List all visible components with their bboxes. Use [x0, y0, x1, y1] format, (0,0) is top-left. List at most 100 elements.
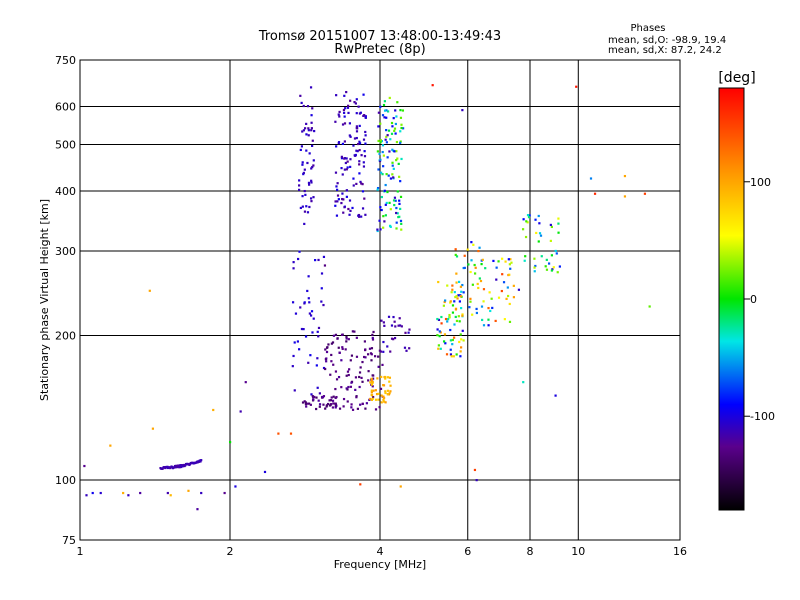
data-point: [306, 402, 309, 405]
data-point: [371, 336, 374, 340]
data-point: [322, 303, 325, 307]
data-point: [457, 294, 460, 297]
data-point: [438, 330, 441, 333]
data-point: [349, 385, 352, 388]
data-point: [310, 129, 313, 132]
data-point: [368, 347, 372, 350]
data-point: [471, 283, 474, 286]
data-point: [347, 373, 350, 377]
data-point: [451, 311, 455, 314]
data-point: [399, 109, 402, 112]
data-point: [377, 355, 380, 358]
data-point: [303, 301, 306, 304]
data-point: [305, 122, 308, 125]
data-point: [393, 150, 396, 153]
data-point: [298, 188, 301, 191]
data-point: [175, 464, 178, 467]
data-point: [306, 289, 309, 293]
data-point: [501, 273, 504, 276]
data-point: [345, 90, 348, 94]
data-point: [437, 347, 440, 350]
data-point: [480, 262, 483, 266]
data-point: [394, 109, 397, 112]
data-point: [391, 148, 394, 151]
data-point: [308, 402, 311, 405]
data-point: [338, 110, 341, 114]
data-point: [400, 126, 403, 130]
data-point: [461, 314, 464, 317]
data-point: [310, 127, 313, 130]
data-point: [341, 123, 345, 126]
data-point: [451, 343, 454, 346]
data-point: [407, 331, 410, 334]
data-point: [356, 407, 360, 410]
data-point: [341, 197, 344, 201]
data-point: [453, 291, 456, 294]
data-point: [360, 182, 363, 185]
data-point: [212, 408, 215, 412]
data-point: [307, 183, 311, 186]
data-point: [223, 491, 226, 495]
data-point: [399, 195, 403, 198]
data-point: [312, 398, 315, 401]
data-point: [381, 173, 384, 176]
data-point: [379, 122, 382, 125]
data-point: [304, 335, 308, 338]
data-point: [459, 355, 462, 358]
data-point: [316, 330, 319, 333]
y-tick-label: 100: [55, 474, 76, 487]
data-point: [443, 300, 446, 304]
data-point: [389, 225, 392, 228]
data-point: [487, 318, 490, 321]
data-point: [289, 432, 293, 435]
data-point: [229, 441, 232, 444]
data-point: [382, 103, 386, 107]
data-point: [344, 348, 347, 351]
data-point: [384, 183, 387, 187]
data-point: [557, 222, 560, 225]
data-point: [379, 141, 382, 144]
data-point: [398, 215, 401, 218]
data-point: [302, 129, 305, 132]
data-point: [340, 333, 344, 336]
colorbar-ticks: 100 0 -100: [744, 176, 775, 423]
data-point: [469, 270, 472, 274]
data-point: [337, 141, 341, 144]
data-point: [322, 403, 325, 406]
data-point: [309, 403, 312, 406]
data-point: [301, 205, 304, 208]
data-point: [178, 466, 181, 469]
data-point: [395, 211, 398, 215]
data-point: [348, 213, 351, 216]
data-point: [313, 129, 316, 133]
data-point: [301, 161, 304, 164]
data-point: [169, 494, 172, 497]
data-point: [437, 280, 440, 284]
data-point: [475, 311, 478, 315]
data-point: [394, 325, 397, 328]
data-point: [382, 350, 385, 353]
phases-mean-x: mean, sd,X: 87.2, 24.2: [608, 45, 722, 56]
data-point: [538, 222, 541, 225]
data-point: [308, 205, 311, 209]
y-tick-label: 400: [55, 185, 76, 198]
data-point: [404, 331, 407, 334]
data-point: [174, 466, 177, 469]
data-point: [311, 144, 314, 147]
data-point: [316, 357, 319, 360]
data-point: [304, 403, 308, 406]
data-point: [523, 259, 526, 262]
data-point: [459, 333, 462, 336]
data-point: [301, 401, 305, 404]
data-point: [342, 397, 346, 401]
data-point: [377, 111, 380, 114]
data-point: [379, 350, 383, 353]
data-point: [389, 177, 393, 180]
data-point: [466, 248, 469, 251]
data-point: [342, 108, 346, 112]
data-point: [358, 385, 361, 389]
data-point: [340, 167, 343, 170]
data-point: [349, 359, 352, 362]
data-point: [388, 392, 391, 395]
data-point: [304, 401, 307, 404]
